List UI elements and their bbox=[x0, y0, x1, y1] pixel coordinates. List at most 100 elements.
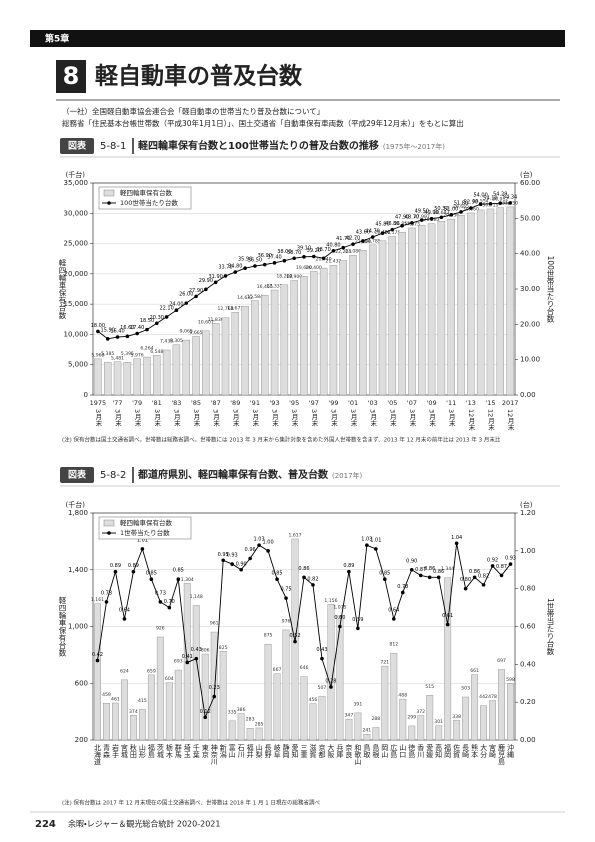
line-value-label: 18.00 bbox=[91, 323, 105, 329]
y2-unit: (台) bbox=[520, 170, 533, 179]
x-tick-label: '05 bbox=[387, 399, 397, 407]
page-title: 軽自動車の普及台数 bbox=[95, 63, 303, 90]
bar bbox=[435, 725, 443, 741]
line-value-label: 0.89 bbox=[343, 563, 354, 569]
bar bbox=[290, 280, 298, 396]
bar bbox=[506, 206, 514, 396]
bar-value-label: 335 bbox=[228, 709, 237, 715]
bar-value-label: 7,433 bbox=[160, 338, 173, 344]
bar bbox=[103, 703, 110, 741]
line-point bbox=[233, 270, 238, 274]
y-tick-label: 30,000 bbox=[64, 209, 89, 217]
y-tick-label: 600 bbox=[75, 679, 88, 687]
bar-value-label: 24,785 bbox=[365, 238, 381, 244]
line-value-label: 52.90 bbox=[464, 200, 478, 206]
bar-value-label: 1,344 bbox=[441, 566, 454, 572]
bar bbox=[120, 679, 128, 741]
bar bbox=[489, 700, 496, 741]
y-tick-label: 35,000 bbox=[64, 179, 89, 187]
bar-value-label: 456 bbox=[309, 697, 318, 703]
bar-value-label: 23,080 bbox=[345, 249, 361, 255]
x-tick-label: 香川 bbox=[417, 743, 425, 758]
bar bbox=[349, 255, 357, 396]
line-point bbox=[253, 264, 257, 268]
bar-value-label: 241 bbox=[362, 728, 371, 734]
x-tick-sublabel: 3月末 bbox=[231, 409, 239, 427]
line-point bbox=[508, 201, 512, 205]
bar-value-label: 1,617 bbox=[288, 532, 301, 538]
line-value-label: 0.70 bbox=[164, 599, 175, 605]
line-value-label: 51.00 bbox=[444, 206, 458, 212]
line-point bbox=[194, 656, 199, 661]
bar-value-label: 9,065 bbox=[180, 329, 193, 335]
line-point bbox=[436, 575, 441, 580]
x-tick-label: '01 bbox=[348, 399, 358, 407]
bar-value-label: 693 bbox=[174, 659, 183, 665]
bar-value-label: 415 bbox=[138, 698, 147, 704]
section-number: 8 bbox=[63, 62, 80, 90]
bar bbox=[300, 676, 308, 741]
line-value-label: 0.89 bbox=[128, 563, 139, 569]
y2-tick-label: 60.00 bbox=[520, 179, 540, 187]
chapter-band bbox=[30, 30, 565, 47]
bar bbox=[310, 271, 318, 396]
bar-value-label: 1,075 bbox=[333, 604, 346, 610]
x-tick-label: 山口 bbox=[399, 744, 407, 758]
bar-value-label: 6,548 bbox=[150, 349, 163, 355]
line-value-label: 0.64 bbox=[119, 607, 130, 613]
line-point bbox=[239, 567, 243, 572]
bar-value-label: 16,465 bbox=[257, 284, 273, 290]
line-value-label: 16.40 bbox=[110, 329, 124, 335]
bar-value-label: 283 bbox=[246, 717, 255, 723]
bar bbox=[280, 284, 289, 396]
x-tick-sublabel: 3月末 bbox=[133, 409, 141, 427]
line-value-label: 0.73 bbox=[155, 590, 166, 596]
line-value-label: 0.23 bbox=[209, 685, 220, 691]
bar-value-label: 338 bbox=[452, 714, 461, 720]
y2-tick-label: 0.60 bbox=[520, 623, 536, 631]
bar-value-label: 507 bbox=[318, 685, 327, 691]
line-value-label: 33.70 bbox=[218, 264, 232, 270]
bar bbox=[219, 651, 227, 741]
bar-value-label: 646 bbox=[300, 665, 309, 671]
line-point bbox=[184, 301, 189, 305]
y2-unit: (台) bbox=[520, 500, 533, 509]
line-value-label: 51.80 bbox=[454, 200, 468, 206]
bar bbox=[246, 728, 254, 741]
line-value-label: 1.00 bbox=[263, 539, 274, 545]
y2-tick-label: 0.80 bbox=[520, 585, 536, 593]
x-tick-label: 長崎 bbox=[462, 744, 470, 758]
y2-tick-label: 30.00 bbox=[520, 285, 540, 293]
y-tick-label: 5,000 bbox=[68, 361, 88, 369]
bar bbox=[300, 276, 308, 396]
line-value-label: 0.93 bbox=[505, 556, 516, 562]
bar bbox=[94, 603, 101, 741]
bar-value-label: 288 bbox=[371, 716, 380, 722]
line-point bbox=[113, 569, 118, 574]
bar bbox=[261, 295, 269, 396]
bar-value-label: 28,683 bbox=[433, 210, 449, 216]
line-value-label: 0.28 bbox=[325, 679, 336, 685]
line-value-label: 0.59 bbox=[352, 617, 363, 623]
line-point bbox=[454, 541, 459, 546]
y2-tick-label: 50.00 bbox=[520, 214, 540, 222]
x-tick-label: 高知 bbox=[435, 743, 443, 759]
line-value-label: 54.10 bbox=[483, 195, 497, 201]
bar-value-label: 806 bbox=[201, 648, 210, 654]
y-tick-label: 25,000 bbox=[64, 240, 89, 248]
line-value-label: 0.86 bbox=[433, 569, 444, 575]
legend-swatch bbox=[103, 519, 115, 527]
bar bbox=[480, 705, 488, 741]
line-value-label: 0.87 bbox=[496, 564, 507, 570]
line-point bbox=[445, 622, 450, 627]
line-value-label: 24.00 bbox=[169, 302, 183, 308]
line-value-label: 42.70 bbox=[346, 236, 360, 242]
x-tick-label: '79 bbox=[132, 399, 142, 407]
x-tick-sublabel: 3月末 bbox=[172, 409, 180, 427]
line-point bbox=[400, 223, 404, 228]
bar-value-label: 374 bbox=[129, 709, 138, 715]
bar bbox=[471, 674, 479, 741]
line-point bbox=[115, 335, 120, 339]
y2-tick-label: 1.20 bbox=[520, 509, 536, 517]
bar-value-label: 17,331 bbox=[267, 284, 283, 290]
